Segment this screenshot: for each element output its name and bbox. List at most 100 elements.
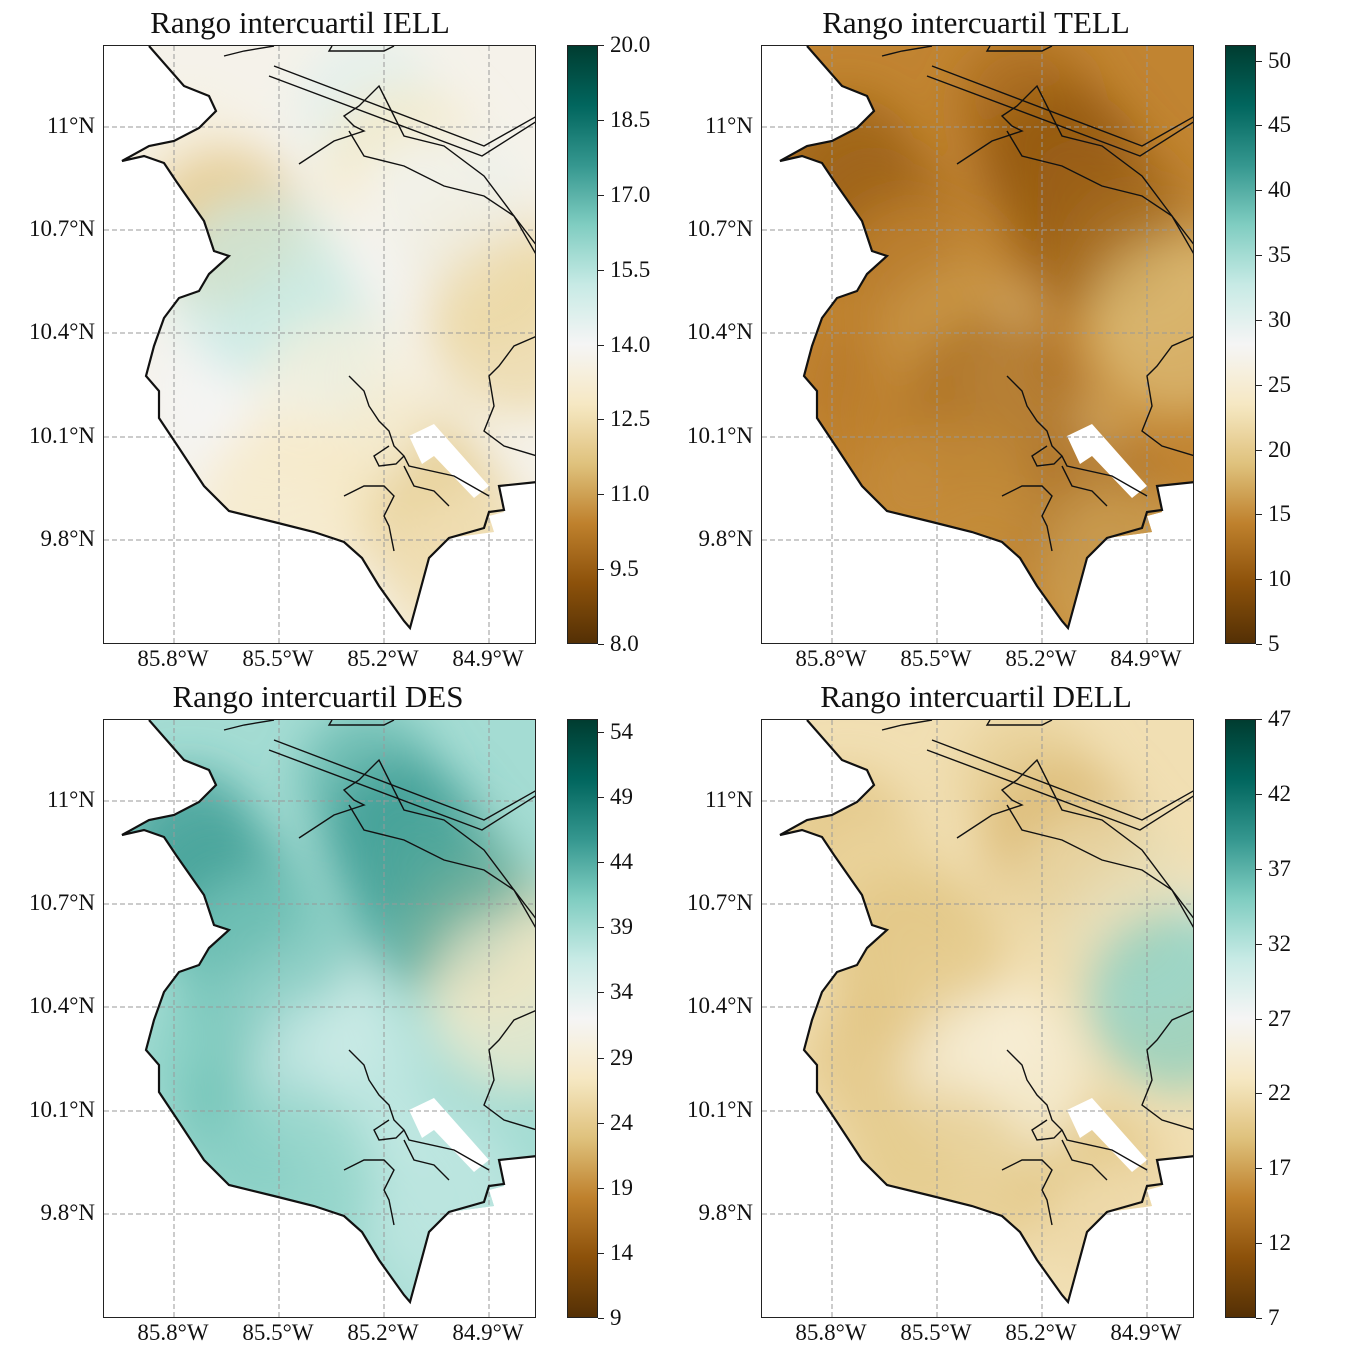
colorbar-tick-label: 25 — [1256, 371, 1291, 397]
field-patch — [857, 1090, 1037, 1270]
map-area — [761, 45, 1194, 644]
border-line — [1006, 804, 1193, 928]
lon-tick-label: 85.5°W — [242, 1320, 314, 1345]
lon-tick-label: 85.5°W — [242, 646, 314, 671]
border-line — [956, 758, 1193, 919]
colorbar-tick-label: 20 — [1256, 436, 1291, 462]
border-line — [985, 720, 1053, 726]
colorbar-tick-label: 17.0 — [597, 181, 651, 207]
colorbar-tick-label: 44 — [598, 849, 633, 875]
border-line — [348, 375, 490, 497]
lat-tick-label: 10.1°N — [28, 423, 95, 448]
border-line — [881, 720, 933, 731]
lon-tick-label: 84.9°W — [452, 1320, 524, 1345]
border-line — [298, 84, 535, 245]
colorbar — [1225, 719, 1256, 1318]
border-line — [268, 75, 535, 157]
field-patch — [857, 416, 1037, 596]
colorbar-tick-label: 22 — [1256, 1080, 1291, 1106]
border-line — [1001, 485, 1053, 552]
panel-title: Rango intercuartil TELL — [822, 5, 1130, 40]
colorbar-tick-label: 14.0 — [597, 331, 651, 357]
coastline — [779, 720, 1193, 1305]
border-line — [327, 720, 395, 726]
field-patch — [199, 1090, 379, 1270]
colorbar-tick-label: 24 — [598, 1109, 633, 1135]
colorbar-tick-label: 12 — [1256, 1230, 1291, 1256]
lat-tick-label: 11°N — [47, 787, 95, 812]
colorbar-tick-label: 18.5 — [597, 106, 651, 132]
border-line — [1031, 1119, 1063, 1141]
border-line — [483, 336, 535, 457]
data-gap — [1067, 1098, 1147, 1172]
data-gap — [1067, 424, 1147, 498]
lat-tick-label: 10.7°N — [686, 890, 753, 915]
border-line — [931, 65, 1193, 147]
colorbar-tick-label: 15.5 — [597, 256, 651, 282]
colorbar-tick-label: 45 — [1256, 112, 1291, 138]
lat-tick-label: 9.8°N — [698, 526, 753, 551]
border-line — [223, 46, 275, 57]
border-line — [348, 804, 535, 928]
coastline — [121, 46, 535, 631]
border-line — [348, 130, 535, 254]
lat-tick-label: 10.7°N — [28, 890, 95, 915]
colorbar-tick-label: 42 — [1256, 780, 1291, 806]
lon-tick-label: 85.2°W — [347, 646, 419, 671]
border-line — [881, 46, 933, 57]
panel-title: Rango intercuartil DES — [172, 679, 464, 714]
field-patch — [199, 416, 379, 596]
border-line — [273, 739, 535, 821]
border-line — [1001, 1159, 1053, 1226]
border-line — [1006, 375, 1148, 497]
colorbar-tick-label: 27 — [1256, 1005, 1291, 1031]
colorbar-tick-label: 50 — [1256, 47, 1291, 73]
lon-tick-label: 84.9°W — [1110, 646, 1182, 671]
lon-tick-label: 85.8°W — [137, 646, 209, 671]
colorbar-tick-label: 47 — [1256, 706, 1291, 731]
border-line — [343, 1159, 395, 1226]
lat-tick-label: 10.7°N — [686, 216, 753, 241]
lon-tick-label: 85.2°W — [1005, 1320, 1077, 1345]
lat-tick-label: 9.8°N — [40, 1200, 95, 1225]
colorbar-tick-label: 34 — [598, 979, 633, 1005]
colorbar-tick-label: 35 — [1256, 242, 1291, 268]
map-area — [761, 719, 1194, 1318]
colorbar-tick-label: 7 — [1256, 1305, 1280, 1330]
border-line — [1141, 1010, 1193, 1131]
colorbar — [567, 45, 598, 644]
colorbar-tick-label: 37 — [1256, 855, 1291, 881]
lon-tick-label: 85.8°W — [137, 1320, 209, 1345]
border-line — [926, 75, 1193, 157]
coastline — [779, 46, 1193, 631]
map-area — [103, 45, 536, 644]
lat-tick-label: 11°N — [705, 113, 753, 138]
border-line — [1141, 336, 1193, 457]
colorbar — [1225, 45, 1256, 644]
border-line — [931, 739, 1193, 821]
field-patch — [429, 910, 535, 1090]
border-line — [403, 465, 450, 507]
lat-tick-label: 10.4°N — [686, 319, 753, 344]
lon-tick-label: 85.5°W — [900, 646, 972, 671]
border-line — [343, 485, 395, 552]
field-patch — [429, 236, 535, 416]
colorbar-tick-label: 15 — [1256, 501, 1291, 527]
colorbar-tick-label: 10 — [1256, 566, 1291, 592]
colorbar-tick-label: 29 — [598, 1044, 633, 1070]
colorbar-tick-label: 9 — [598, 1305, 622, 1330]
colorbar-tick-label: 49 — [598, 784, 633, 810]
data-gap — [409, 1098, 489, 1172]
colorbar-tick-label: 40 — [1256, 177, 1291, 203]
border-line — [1061, 1139, 1108, 1181]
lat-tick-label: 10.4°N — [686, 993, 753, 1018]
lon-tick-label: 85.5°W — [900, 1320, 972, 1345]
lat-tick-label: 10.1°N — [686, 1097, 753, 1122]
border-line — [327, 46, 395, 52]
lon-tick-label: 85.2°W — [1005, 646, 1077, 671]
lat-tick-label: 10.1°N — [686, 423, 753, 448]
colorbar-tick-label: 9.5 — [598, 556, 639, 582]
coastline — [121, 720, 535, 1305]
colorbar-tick-label: 5 — [1256, 631, 1280, 656]
colorbar-tick-label: 11.0 — [597, 481, 650, 507]
